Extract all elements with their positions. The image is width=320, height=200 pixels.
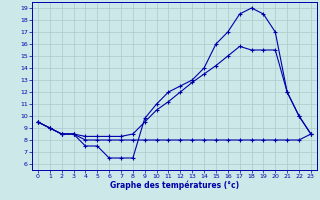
X-axis label: Graphe des températures (°c): Graphe des températures (°c) bbox=[110, 181, 239, 190]
